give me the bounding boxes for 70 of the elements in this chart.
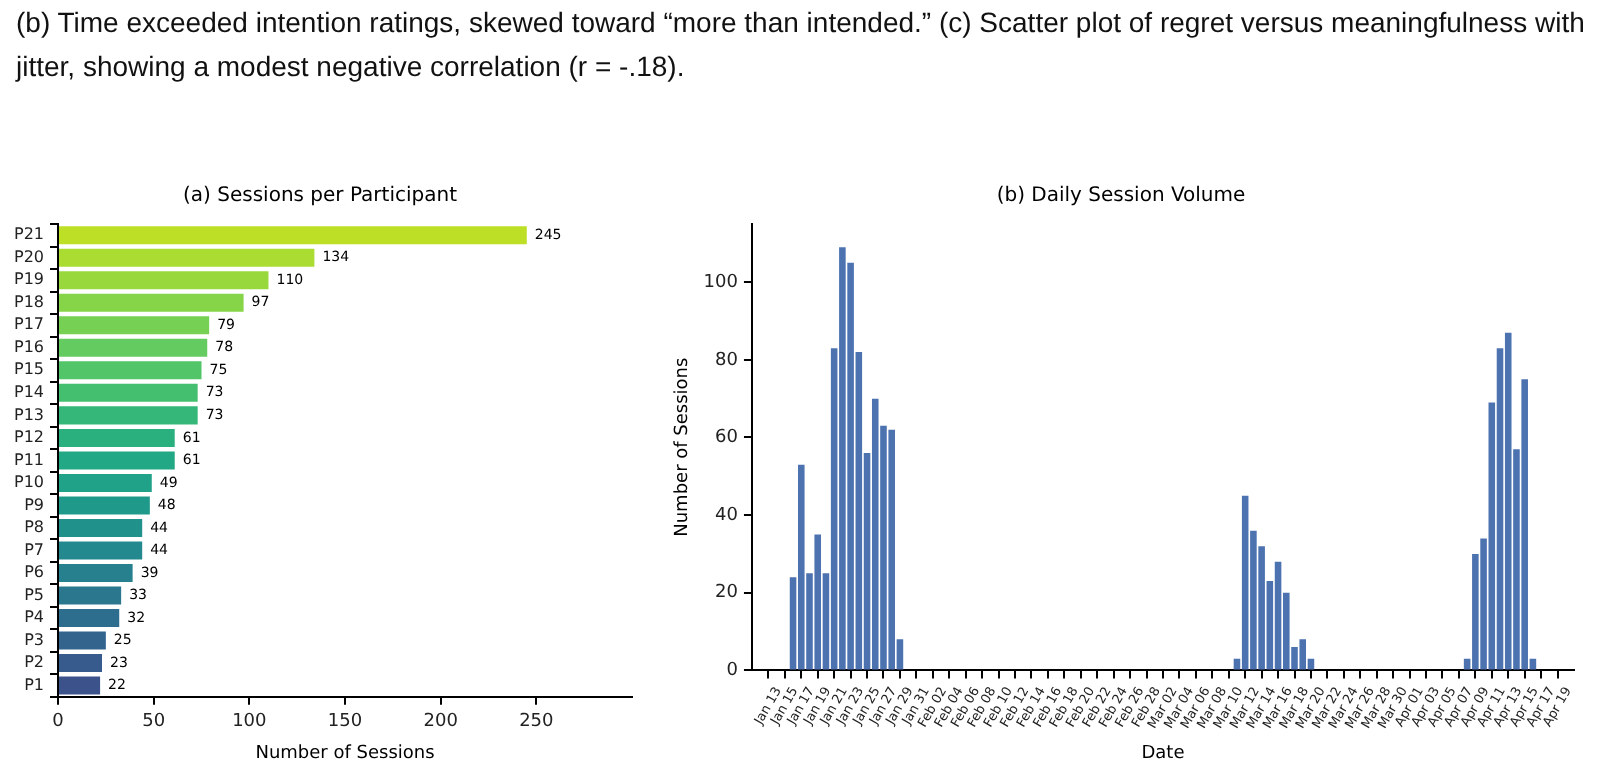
y-tick-label: P13: [13, 405, 45, 424]
y-tick-label: P6: [24, 563, 45, 582]
y-tick-label: P16: [13, 337, 45, 356]
bar: [59, 361, 202, 380]
bar: [59, 271, 269, 290]
bar: [1504, 332, 1512, 670]
bar: [59, 226, 527, 245]
y-tick-label: P2: [24, 653, 45, 672]
y-tick-label: P9: [24, 495, 45, 514]
x-tick-label: 150: [327, 712, 363, 733]
bar: [59, 586, 122, 605]
y-tick-label: P18: [13, 292, 45, 311]
bar: [59, 676, 101, 695]
text: (b) Time exceeded intention ratings, skewed toward “more than intended.” (c) Scatter plot of regret versus meaningfulness with jitter, showing a modest negative correlation (r = -.18).: [16, 4, 1587, 86]
y-tick-label: P7: [24, 540, 45, 559]
bar: [59, 518, 143, 537]
y-tick-label: P4: [24, 608, 45, 627]
x-tick-label: 200: [423, 712, 459, 733]
bar: [1241, 495, 1249, 670]
bar: [59, 428, 175, 447]
bar: [59, 293, 244, 312]
bar: [1274, 561, 1282, 670]
bar: [871, 398, 879, 670]
x-tick-label: 100: [232, 712, 268, 733]
bar: [59, 541, 143, 560]
y-tick-label: 40: [715, 505, 739, 526]
x-tick-label: 250: [519, 712, 555, 733]
y-tick-label: P1: [24, 675, 45, 694]
bar: [59, 316, 210, 335]
y-tick-label: 20: [715, 583, 739, 604]
y-tick-label: P12: [13, 428, 45, 447]
bar: [59, 631, 106, 650]
bar: [59, 338, 208, 357]
bar: [1521, 379, 1528, 670]
y-tick-label: P11: [13, 450, 45, 469]
bar: [59, 248, 315, 267]
bar: [59, 383, 198, 402]
chart-title: (a) Sessions per Participant: [183, 185, 458, 208]
bar: [59, 451, 175, 470]
bar: [797, 464, 805, 670]
y-tick-label: P17: [13, 315, 45, 334]
bar: [1299, 639, 1307, 670]
bar: [59, 406, 198, 425]
y-tick-label: 60: [715, 428, 739, 449]
bar: [839, 247, 846, 670]
bar: [59, 563, 133, 582]
bar: [814, 534, 822, 670]
bar: [59, 654, 103, 673]
y-axis-title: Number of Sessions: [673, 357, 694, 537]
bar: [59, 473, 152, 492]
x-tick-label: 0: [52, 712, 65, 733]
y-tick-label: P20: [13, 247, 45, 266]
bar: [59, 496, 150, 515]
y-tick-label: P8: [24, 518, 45, 537]
chart-title: (b) Daily Session Volume: [996, 185, 1246, 208]
y-tick-label: P3: [24, 630, 45, 649]
y-tick-label: 100: [703, 272, 739, 293]
x-tick-label: 50: [142, 712, 166, 733]
y-tick-label: P21: [13, 225, 45, 244]
y-tick-label: P14: [13, 383, 45, 402]
y-tick-label: P5: [24, 585, 45, 604]
y-tick-label: P10: [13, 473, 45, 492]
bar: [59, 608, 120, 628]
y-tick-label: 80: [715, 350, 739, 371]
y-tick-label: P19: [13, 270, 45, 289]
x-axis-title: Date: [1141, 743, 1186, 764]
x-axis-title: Number of Sessions: [255, 743, 436, 764]
y-tick-label: P15: [13, 360, 45, 379]
bar: [888, 429, 895, 670]
y-tick-label: 0: [726, 661, 739, 682]
